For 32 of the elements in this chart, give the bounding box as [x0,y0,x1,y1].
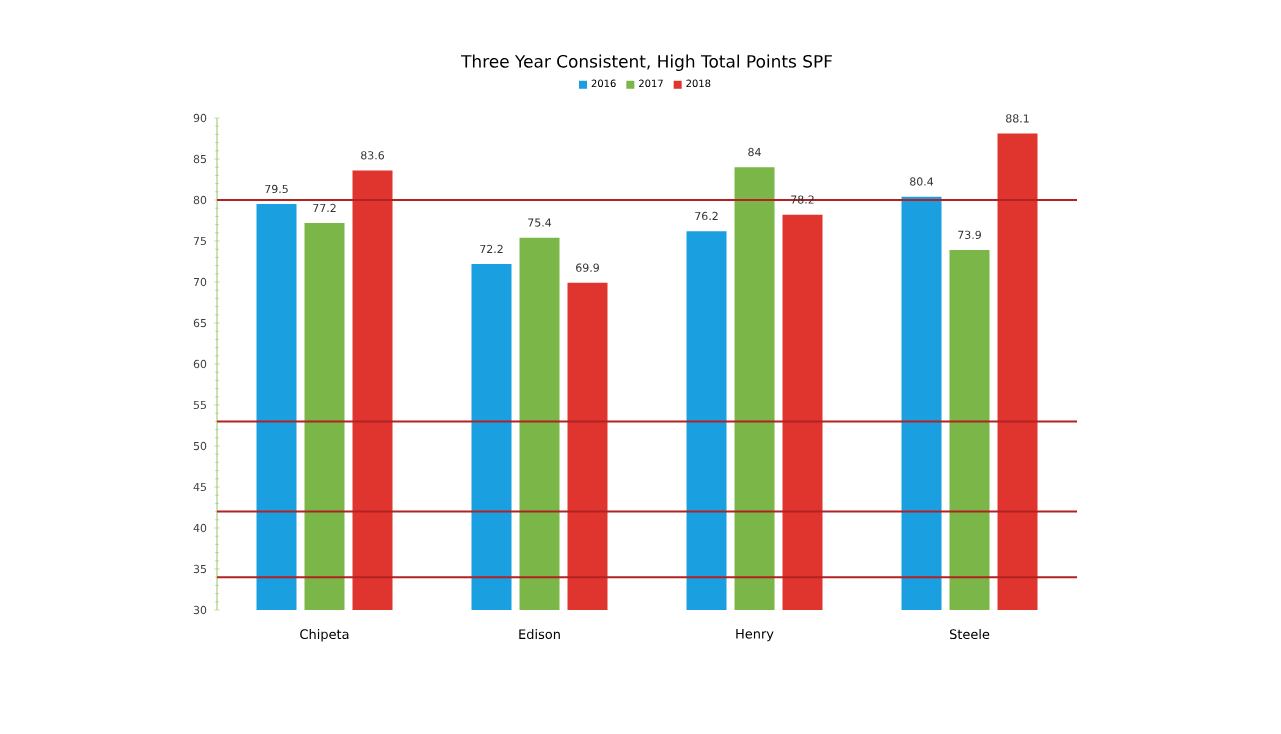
y-tick-label: 45 [193,482,207,492]
y-tick-label: 75 [193,236,207,246]
y-tick-label: 30 [193,605,207,615]
y-tick-label: 65 [193,318,207,328]
data-label: 79.5 [265,184,288,194]
x-tick-label: Chipeta [300,629,349,642]
x-tick-label: Henry [736,629,774,642]
y-tick-label: 50 [193,441,207,451]
legend-label: 2018 [686,79,711,88]
data-label: 75.4 [528,218,552,227]
y-tick-label: 55 [193,400,207,410]
data-label: 76.2 [695,211,718,221]
x-tick-label: Steele [949,629,990,640]
legend-label: 2016 [591,79,616,88]
y-tick-label: 85 [193,154,207,164]
data-label: 88.1 [1006,114,1029,123]
y-tick-label: 35 [193,564,207,574]
data-label: 72.2 [480,244,503,253]
data-label: 84 [748,147,761,157]
data-label: 83.6 [361,151,385,160]
data-label: 73.9 [958,230,981,239]
y-tick-label: 90 [193,113,207,123]
y-tick-label: 80 [193,195,207,205]
data-label: 69.9 [576,263,599,272]
data-label: 80.4 [910,177,934,186]
chart-title: Three Year Consistent, High Total Points SPF [461,54,832,72]
y-tick-label: 60 [193,359,207,369]
y-tick-label: 40 [193,523,207,533]
y-tick-label: 70 [193,277,207,287]
x-tick-label: Edison [519,629,560,640]
legend-label: 2017 [639,79,663,88]
data-label: 77.2 [313,203,336,212]
